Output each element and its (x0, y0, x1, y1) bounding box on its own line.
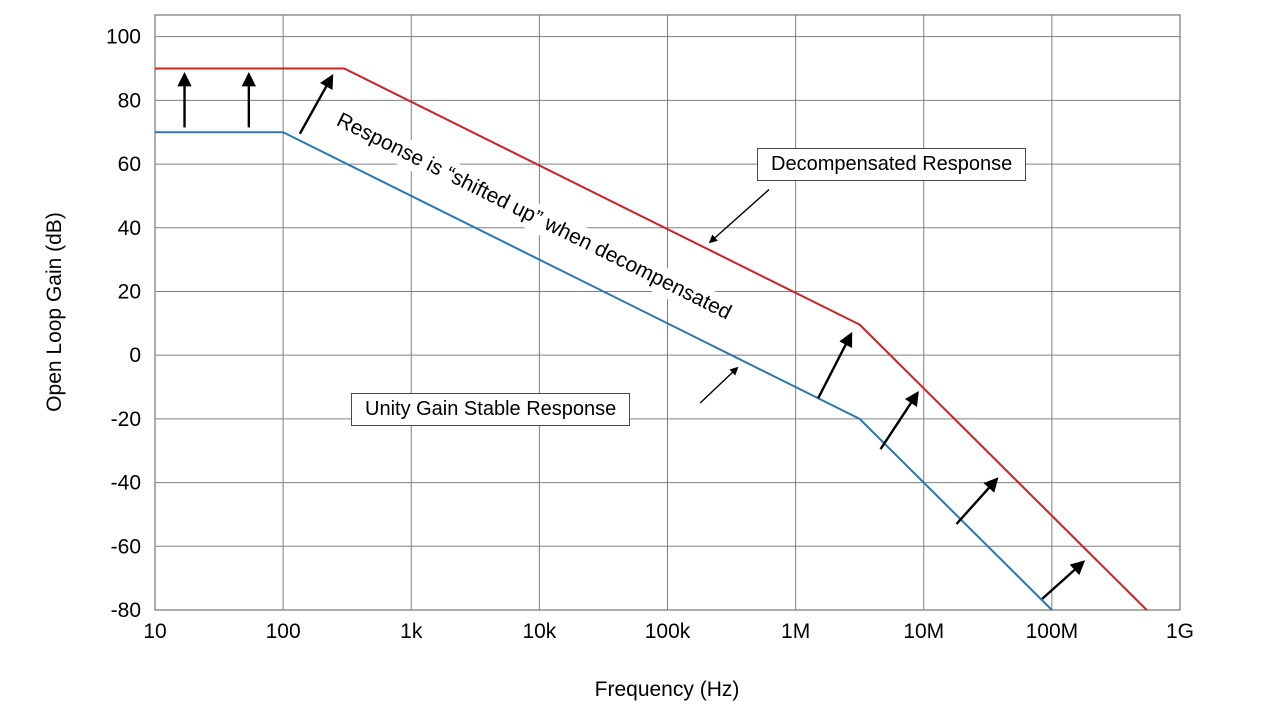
y-tick-label: 40 (118, 217, 141, 240)
shift-arrow (298, 73, 334, 135)
x-tick-labels: 10 100 1k 10k 100k 1M 10M 100M 1G (143, 620, 1194, 643)
y-tick-label: 100 (106, 26, 141, 49)
x-tick-label: 100k (645, 620, 691, 643)
decompensated-response-label: Decompensated Response (757, 148, 1027, 181)
x-tick-label: 10M (903, 620, 944, 643)
unity-gain-curve (155, 131, 1053, 611)
y-tick-label: 0 (129, 344, 141, 367)
x-tick-label: 1G (1166, 620, 1194, 643)
decompensated-label-arrow (708, 189, 770, 244)
x-tick-label: 100 (266, 620, 301, 643)
x-tick-label: 1M (781, 620, 810, 643)
shift-arrow (1041, 560, 1086, 600)
unity-label-arrow (699, 366, 739, 404)
plot-frame (154, 14, 1181, 611)
x-tick-label: 1k (400, 620, 423, 643)
y-tick-label: -40 (111, 472, 141, 495)
x-tick-label: 100M (1026, 620, 1079, 643)
y-tick-labels: 100 80 60 40 20 0 -20 -40 -60 -80 (106, 26, 141, 622)
x-tick-label: 10k (522, 620, 556, 643)
y-tick-label: -20 (111, 408, 141, 431)
y-tick-label: 60 (118, 153, 141, 176)
unity-gain-stable-response-label: Unity Gain Stable Response (351, 393, 631, 426)
y-tick-label: -60 (111, 535, 141, 558)
shift-arrow (879, 390, 919, 450)
y-tick-label: 80 (118, 89, 141, 112)
y-tick-label: -80 (111, 599, 141, 622)
x-tick-label: 10 (143, 620, 166, 643)
shift-arrow (817, 331, 853, 399)
y-tick-label: 20 (118, 280, 141, 303)
x-axis-title: Frequency (Hz) (594, 678, 740, 701)
shift-arrows (177, 72, 1086, 600)
decompensated-curve (155, 67, 1148, 611)
shift-arrow (955, 477, 999, 525)
